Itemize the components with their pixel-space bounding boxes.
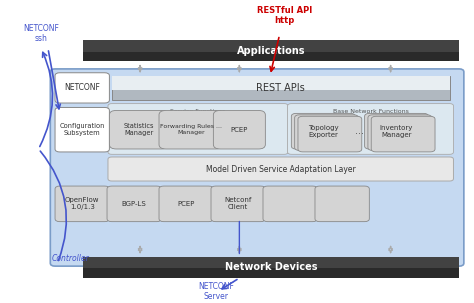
Text: PCEP: PCEP: [177, 201, 195, 207]
FancyBboxPatch shape: [263, 186, 318, 222]
FancyBboxPatch shape: [211, 186, 265, 222]
FancyBboxPatch shape: [295, 115, 358, 150]
Text: NETCONF
Server: NETCONF Server: [198, 282, 234, 301]
FancyBboxPatch shape: [368, 115, 432, 150]
FancyBboxPatch shape: [108, 104, 288, 154]
FancyBboxPatch shape: [365, 113, 428, 149]
FancyBboxPatch shape: [108, 157, 454, 181]
FancyBboxPatch shape: [298, 116, 362, 152]
Text: RESTful API
http: RESTful API http: [256, 6, 312, 25]
Text: Model Driven Service Adaptation Layer: Model Driven Service Adaptation Layer: [206, 165, 356, 174]
FancyBboxPatch shape: [83, 257, 459, 278]
Text: PCEP: PCEP: [231, 127, 248, 133]
Text: Forwarding Rules ...
Manager: Forwarding Rules ... Manager: [160, 124, 222, 135]
Text: BGP-LS: BGP-LS: [122, 201, 146, 207]
Text: REST APIs: REST APIs: [256, 83, 305, 93]
Text: Statistics
Manager: Statistics Manager: [124, 123, 154, 136]
Text: Network Devices: Network Devices: [225, 262, 318, 272]
FancyBboxPatch shape: [55, 108, 109, 152]
Text: Configuration
Subsystem: Configuration Subsystem: [60, 123, 105, 136]
FancyBboxPatch shape: [109, 110, 168, 149]
Text: Topology
Exporter: Topology Exporter: [308, 125, 338, 138]
FancyBboxPatch shape: [292, 113, 355, 149]
FancyBboxPatch shape: [55, 186, 109, 222]
Text: Base Network Functions: Base Network Functions: [333, 109, 409, 114]
FancyBboxPatch shape: [213, 110, 265, 149]
Text: OpenFlow
1.0/1.3: OpenFlow 1.0/1.3: [65, 197, 100, 210]
Text: Controller: Controller: [52, 254, 90, 263]
FancyBboxPatch shape: [371, 116, 435, 152]
Text: NETCONF
ssh: NETCONF ssh: [23, 24, 59, 43]
FancyBboxPatch shape: [83, 257, 459, 268]
FancyBboxPatch shape: [159, 186, 213, 222]
Text: Service Functions: Service Functions: [170, 109, 226, 114]
FancyBboxPatch shape: [107, 186, 161, 222]
FancyBboxPatch shape: [288, 104, 454, 154]
Text: ...: ...: [356, 126, 365, 136]
Text: Inventory
Manager: Inventory Manager: [380, 125, 413, 138]
FancyBboxPatch shape: [112, 76, 450, 100]
FancyBboxPatch shape: [112, 76, 450, 90]
FancyBboxPatch shape: [159, 110, 223, 149]
Text: NETCONF: NETCONF: [64, 83, 100, 92]
Text: Applications: Applications: [237, 46, 306, 56]
FancyBboxPatch shape: [83, 40, 459, 52]
FancyBboxPatch shape: [55, 73, 109, 103]
Text: Netconf
Client: Netconf Client: [225, 197, 252, 210]
FancyBboxPatch shape: [50, 69, 464, 266]
FancyBboxPatch shape: [83, 40, 459, 62]
FancyBboxPatch shape: [315, 186, 369, 222]
